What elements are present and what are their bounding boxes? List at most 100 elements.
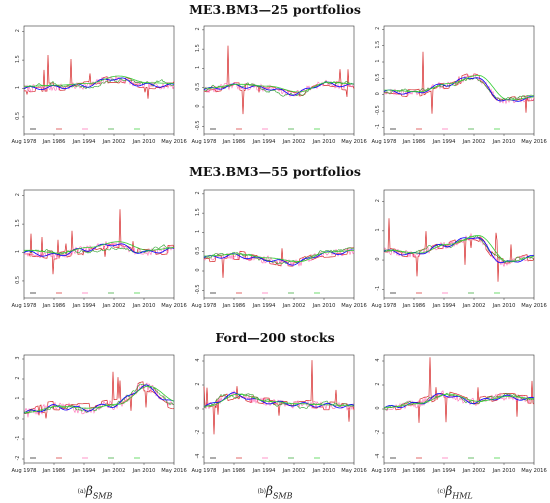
x-label-prefix: (a) xyxy=(77,488,86,495)
row-title-1: ME3.BM3—55 portfolios xyxy=(189,164,361,179)
x-tick-label: Aug 1978 xyxy=(12,468,37,474)
x-tick-label: Jan 1994 xyxy=(252,303,277,309)
y-tick-label: 1 xyxy=(195,66,201,69)
chart-panel-2-2: -4 -2 0 2 4 Aug 1978 Jan 1986 Jan 1994 Jan 2002 J… xyxy=(366,349,547,485)
plot-frame xyxy=(203,354,355,464)
y-tick-label: -0.5 xyxy=(195,284,201,294)
chart-svg: -0.5 0 0.5 1 1.5 2 Aug 1978 Jan 1986 Jan 1994 Jan… xyxy=(192,189,367,309)
y-tick-label: 4 xyxy=(195,358,201,361)
x-tick-label: Jan 1994 xyxy=(72,303,97,309)
y-tick-label: 4 xyxy=(375,358,381,361)
x-tick-label: Jan 1986 xyxy=(42,468,66,474)
x-tick-label: Jan 2002 xyxy=(462,139,486,145)
x-tick-label: May 2016 xyxy=(161,468,187,474)
series-rolling xyxy=(384,75,535,101)
x-tick-label: Jan 1986 xyxy=(402,303,426,309)
y-tick-label: 0.5 xyxy=(375,73,381,81)
y-tick-label: 2 xyxy=(375,27,381,30)
y-tick-label: 2 xyxy=(375,382,381,385)
series-window-5 xyxy=(203,360,355,435)
x-tick-label: May 2016 xyxy=(161,139,187,145)
y-tick-label: -2 xyxy=(195,430,201,435)
row-title-0: ME3.BM3—25 portfolios xyxy=(189,2,361,17)
x-label-symbol: β xyxy=(266,484,273,498)
y-tick-label: 1 xyxy=(195,230,201,233)
y-tick-label: 1.5 xyxy=(375,41,381,49)
series-other-b xyxy=(203,80,355,97)
x-label-sub: HML xyxy=(452,491,473,501)
y-tick-label: 1 xyxy=(15,86,21,89)
x-tick-label: Jan 1994 xyxy=(432,139,457,145)
y-tick-label: 2 xyxy=(15,376,21,379)
plot-frame xyxy=(23,189,175,299)
x-label-sub: SMB xyxy=(92,491,113,501)
x-tick-label: Jan 2002 xyxy=(282,139,306,145)
x-tick-label: Jan 1994 xyxy=(72,139,97,145)
y-tick-label: 3 xyxy=(15,356,21,359)
plot-frame xyxy=(383,354,535,464)
x-tick-label: Jan 1986 xyxy=(42,303,66,309)
x-tick-label: Jan 2002 xyxy=(462,303,486,309)
y-tick-label: 2 xyxy=(195,382,201,385)
x-label-symbol: β xyxy=(445,484,453,498)
y-tick-label: 0.5 xyxy=(195,83,201,91)
x-label-a: (a)βSMB xyxy=(35,484,155,500)
y-tick-label: 0 xyxy=(195,104,201,107)
chart-svg: 0.5 1 1.5 2 Aug 1978 Jan 1986 Jan 1994 Jan 2002… xyxy=(12,25,187,145)
x-tick-label: Aug 1978 xyxy=(192,468,217,474)
chart-svg: -0.5 0 0.5 1 1.5 2 Aug 1978 Jan 1986 Jan 1994 Jan… xyxy=(192,25,367,145)
y-tick-label: 0.5 xyxy=(195,247,201,255)
series-rolling xyxy=(384,393,535,408)
y-tick-label: 0 xyxy=(375,92,381,95)
series-other-b xyxy=(383,77,535,101)
x-tick-label: Aug 1978 xyxy=(372,468,397,474)
x-tick-label: Jan 2002 xyxy=(282,303,306,309)
row-title-2: Ford—200 stocks xyxy=(215,330,335,345)
x-tick-label: Jan 2002 xyxy=(102,468,126,474)
x-tick-label: Jan 2010 xyxy=(312,468,336,474)
x-tick-label: Jan 2010 xyxy=(492,468,516,474)
x-tick-label: Aug 1978 xyxy=(372,139,397,145)
series-other-a xyxy=(23,241,175,259)
y-tick-label: 1 xyxy=(375,228,381,231)
chart-panel-0-0: 0.5 1 1.5 2 Aug 1978 Jan 1986 Jan 1994 Jan 2002… xyxy=(6,20,187,156)
x-tick-label: Jan 1986 xyxy=(402,468,426,474)
chart-svg: 0.5 1 1.5 2 Aug 1978 Jan 1986 Jan 1994 Jan 2002… xyxy=(12,189,187,309)
x-tick-label: Jan 2002 xyxy=(282,468,306,474)
x-label-prefix: (b) xyxy=(257,488,267,495)
plot-frame xyxy=(383,189,535,299)
y-tick-label: 0.5 xyxy=(15,112,21,120)
x-tick-label: Jan 2010 xyxy=(492,303,516,309)
plot-frame xyxy=(383,25,535,135)
y-tick-label: -0.5 xyxy=(195,120,201,130)
x-tick-label: May 2016 xyxy=(521,468,547,474)
y-tick-label: -0.5 xyxy=(375,105,381,115)
x-label-c: (c)βHML xyxy=(395,484,515,500)
x-tick-label: May 2016 xyxy=(161,303,187,309)
chart-panel-2-1: -4 -2 0 2 4 Aug 1978 Jan 1986 Jan 1994 Jan 2002 J… xyxy=(186,349,367,485)
x-label-symbol: β xyxy=(85,484,93,498)
chart-panel-1-1: -0.5 0 0.5 1 1.5 2 Aug 1978 Jan 1986 Jan 1994 Jan… xyxy=(186,184,367,320)
series-rolling xyxy=(204,81,354,93)
chart-panel-1-2: -1 0 1 2 Aug 1978 Jan 1986 Jan 1994 Jan 2002 Jan… xyxy=(366,184,547,320)
x-tick-label: Aug 1978 xyxy=(372,303,397,309)
x-tick-label: Jan 1986 xyxy=(222,468,246,474)
plot-frame xyxy=(203,25,355,135)
series-rolling xyxy=(24,385,175,413)
series-average xyxy=(203,392,355,409)
x-tick-label: Jan 2010 xyxy=(492,139,516,145)
y-tick-label: 0 xyxy=(375,257,381,260)
x-tick-label: Jan 1994 xyxy=(432,303,457,309)
x-tick-label: Jan 1986 xyxy=(42,139,66,145)
x-tick-label: Jan 2010 xyxy=(132,303,156,309)
y-tick-label: 0 xyxy=(375,406,381,409)
series-rolling xyxy=(204,393,355,407)
x-tick-label: Jan 1994 xyxy=(432,468,457,474)
series-other-a xyxy=(383,390,535,412)
y-tick-label: -2 xyxy=(375,430,381,435)
series-other-a xyxy=(23,75,175,92)
y-tick-label: -4 xyxy=(375,454,381,459)
y-tick-label: 2 xyxy=(375,199,381,202)
series-rolling xyxy=(384,235,535,263)
y-tick-label: 1.5 xyxy=(15,55,21,63)
